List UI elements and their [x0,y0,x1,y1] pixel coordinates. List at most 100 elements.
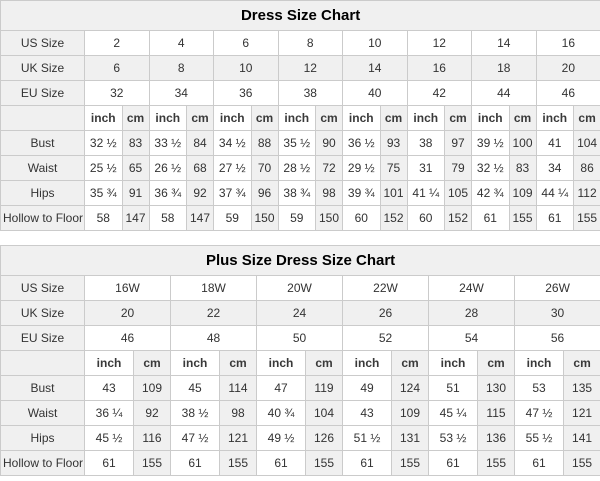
measurement-cell: 61 [342,450,392,476]
measurement-cell: 98 [219,400,257,426]
measurement-cell: 47 [256,375,306,401]
measurement-cell: 121 [219,425,257,451]
size-cell: 40 [342,80,408,106]
size-cell: 20 [535,55,600,81]
measurement-cell: 98 [315,180,343,206]
unit-header-cell: inch [406,105,445,131]
measurement-cell: 61 [428,450,478,476]
row-label: Waist [0,400,85,426]
measurement-cell: 79 [444,155,472,181]
unit-header-cell: cm [379,105,408,131]
measurement-cell: 152 [444,205,472,231]
unit-header-cell: cm [133,350,171,376]
measurement-cell: 61 [256,450,306,476]
size-cell: 32 [84,80,150,106]
measurement-cell: 40 ¾ [256,400,306,426]
size-cell: 22W [342,275,429,301]
table-row-waist: Waist 25 ½ 65 26 ½ 68 27 ½ 70 28 ½ 72 29 ½ 75 31 79 3… [0,155,600,181]
measurement-cell: 36 ½ [342,130,381,156]
measurement-cell: 83 [508,155,537,181]
measurement-cell: 39 ¾ [342,180,381,206]
size-cell: 16 [406,55,472,81]
measurement-cell: 37 ¾ [213,180,252,206]
row-label: Hollow to Floor [0,205,85,231]
measurement-cell: 119 [305,375,343,401]
row-label: Bust [0,130,85,156]
table-title-row: Plus Size Dress Size Chart [0,245,600,276]
size-cell: 12 [406,30,472,56]
measurement-cell: 112 [572,180,600,206]
measurement-cell: 38 [406,130,445,156]
measurement-cell: 150 [315,205,343,231]
measurement-cell: 68 [186,155,214,181]
row-label: Waist [0,155,85,181]
measurement-cell: 35 ½ [277,130,316,156]
measurement-cell: 91 [121,180,150,206]
measurement-cell: 96 [250,180,279,206]
measurement-cell: 38 ¾ [277,180,316,206]
measurement-cell: 65 [121,155,150,181]
size-cell: 48 [170,325,257,351]
size-cell: 52 [342,325,429,351]
measurement-cell: 61 [170,450,220,476]
unit-header-cell: inch [84,350,134,376]
measurement-cell: 70 [250,155,279,181]
measurement-cell: 97 [444,130,472,156]
table-row-uk-size: UK Size 20 22 24 26 28 30 [0,300,600,326]
row-label: Hips [0,180,85,206]
measurement-cell: 152 [379,205,408,231]
measurement-cell: 31 [406,155,445,181]
measurement-cell: 47 ½ [514,400,564,426]
measurement-cell: 39 ½ [471,130,510,156]
measurement-cell: 53 [514,375,564,401]
unit-header-cell: inch [535,105,574,131]
table-row-eu-size: EU Size 46 48 50 52 54 56 [0,325,600,351]
measurement-cell: 61 [535,205,574,231]
row-label: Hips [0,425,85,451]
measurement-cell: 109 [391,400,429,426]
table-row-uk-size: UK Size 6 8 10 12 14 16 18 20 [0,55,600,81]
measurement-cell: 126 [305,425,343,451]
size-cell: 38 [277,80,343,106]
size-cell: 14 [471,30,537,56]
measurement-cell: 121 [562,400,600,426]
row-label: UK Size [0,55,85,81]
size-cell: 16 [535,30,600,56]
size-cell: 24 [256,300,343,326]
row-label: UK Size [0,300,85,326]
measurement-cell: 41 [535,130,574,156]
measurement-cell: 45 [170,375,220,401]
unit-header-cell: inch [170,350,220,376]
size-cell: 8 [148,55,214,81]
measurement-cell: 109 [508,180,537,206]
measurement-cell: 147 [121,205,150,231]
measurement-cell: 155 [391,450,429,476]
measurement-cell: 104 [305,400,343,426]
size-cell: 12 [277,55,343,81]
size-cell: 30 [513,300,600,326]
measurement-cell: 47 ½ [170,425,220,451]
table-row-us-size: US Size 16W 18W 20W 22W 24W 26W [0,275,600,301]
measurement-cell: 104 [572,130,600,156]
measurement-cell: 155 [562,450,600,476]
measurement-cell: 36 ¾ [148,180,187,206]
measurement-cell: 28 ½ [277,155,316,181]
size-cell: 24W [428,275,515,301]
dress-size-chart-table: Dress Size Chart US Size 2 4 6 8 10 12 14 16 UK Si… [0,0,600,231]
unit-header-cell: inch [148,105,187,131]
measurement-cell: 36 ¼ [84,400,134,426]
unit-header-cell: inch [428,350,478,376]
measurement-cell: 88 [250,130,279,156]
measurement-cell: 131 [391,425,429,451]
row-label: US Size [0,30,85,56]
size-cell: 26 [342,300,429,326]
unit-header-cell: cm [391,350,429,376]
measurement-cell: 59 [213,205,252,231]
measurement-cell: 114 [219,375,257,401]
measurement-cell: 43 [342,400,392,426]
measurement-cell: 75 [379,155,408,181]
size-cell: 4 [148,30,214,56]
measurement-cell: 101 [379,180,408,206]
size-cell: 16W [84,275,171,301]
unit-header-cell: inch [277,105,316,131]
